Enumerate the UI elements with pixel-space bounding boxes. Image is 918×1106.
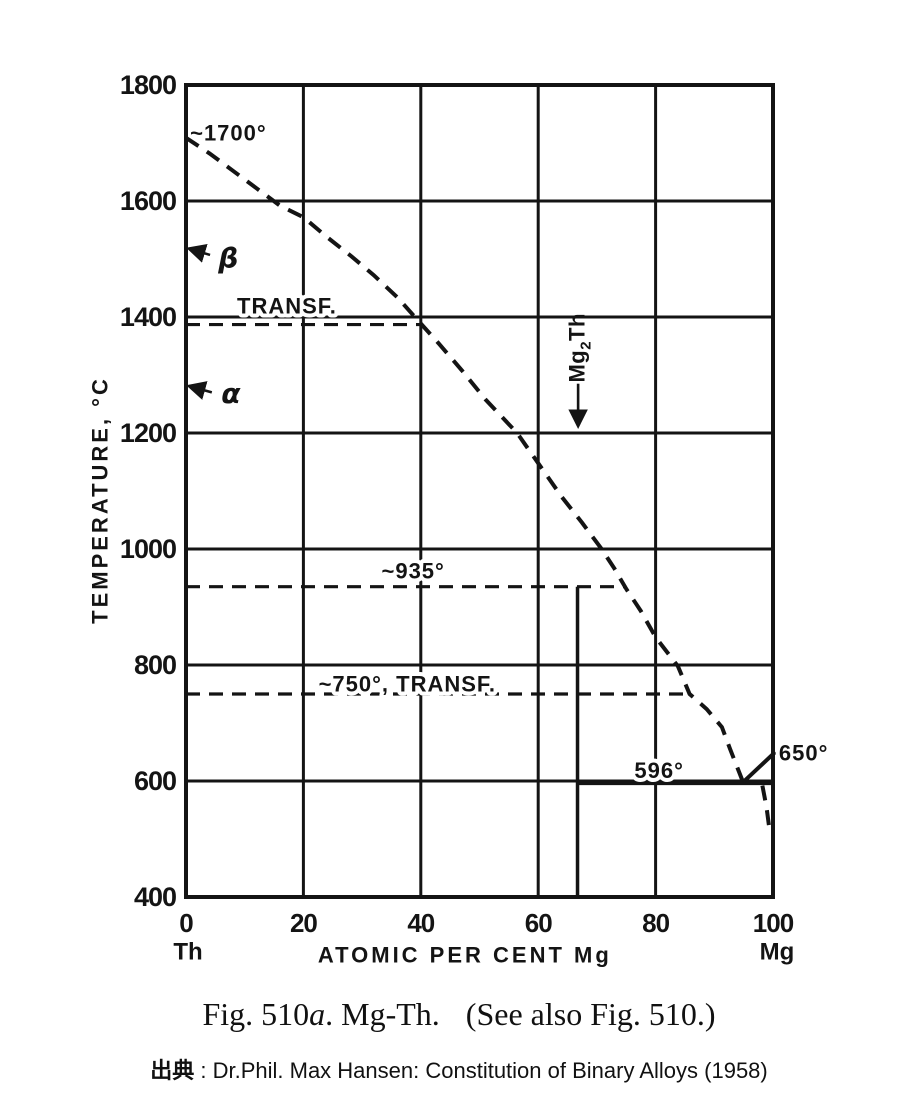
figure-caption: Fig. 510a. Mg-Th. (See also Fig. 510.)	[0, 996, 918, 1033]
mg-melting-label: 650°	[779, 741, 829, 766]
y-tick-1800: 1800	[120, 70, 176, 100]
alpha-arrow	[186, 381, 213, 400]
y-tick-1400: 1400	[120, 302, 176, 332]
mg2th-label: Mg2Th	[565, 313, 595, 383]
y-tick-1600: 1600	[120, 186, 176, 216]
beta-arrow	[186, 244, 211, 263]
caption-see-also: (See also Fig. 510.)	[465, 996, 716, 1032]
beta-phase-label: β	[217, 241, 238, 274]
y-tick-600: 600	[134, 766, 176, 796]
isotherm-935-label: ~935°	[381, 559, 444, 584]
x-endpoint-mg: Mg	[760, 939, 795, 966]
plot-border	[184, 83, 775, 899]
y-tick-1200: 1200	[120, 418, 176, 448]
x-tick-20: 20	[290, 908, 317, 938]
x-tick-60: 60	[525, 908, 552, 938]
x-tick-40: 40	[407, 908, 434, 938]
y-axis-title: TEMPERATURE, °C	[88, 376, 113, 624]
y-tick-1000: 1000	[120, 534, 176, 564]
caption-figure-letter: a	[309, 996, 326, 1032]
x-endpoint-th: Th	[173, 939, 202, 966]
y-tick-800: 800	[134, 650, 176, 680]
liquidus-start-temp-label: ~1700°	[190, 121, 267, 146]
x-tick-80: 80	[642, 908, 669, 938]
series-liquidus	[184, 136, 745, 783]
x-axis-title: ATOMIC PER CENT Mg	[318, 943, 612, 968]
alpha-phase-label: α	[221, 377, 241, 410]
series-mg-rich-boundary-below-eutectic	[760, 785, 772, 830]
eutectic-temp-label: 596°	[634, 758, 684, 783]
caption-prefix: Fig. 510	[202, 996, 310, 1032]
source-citation: 出典 : Dr.Phil. Max Hansen: Constitution o…	[0, 1053, 918, 1085]
series-mg-liquidus-to-650	[741, 750, 777, 784]
transf-label: TRANSF.	[237, 293, 337, 318]
caption-system: . Mg-Th.	[325, 996, 440, 1032]
x-tick-100: 100	[753, 908, 794, 938]
source-text: : Dr.Phil. Max Hansen: Constitution of B…	[194, 1058, 768, 1083]
source-label: 出典	[150, 1058, 195, 1083]
isotherm-750-label: ~750°, TRANSF.	[319, 672, 496, 697]
y-tick-400: 400	[134, 882, 176, 912]
x-tick-0: 0	[179, 908, 193, 938]
